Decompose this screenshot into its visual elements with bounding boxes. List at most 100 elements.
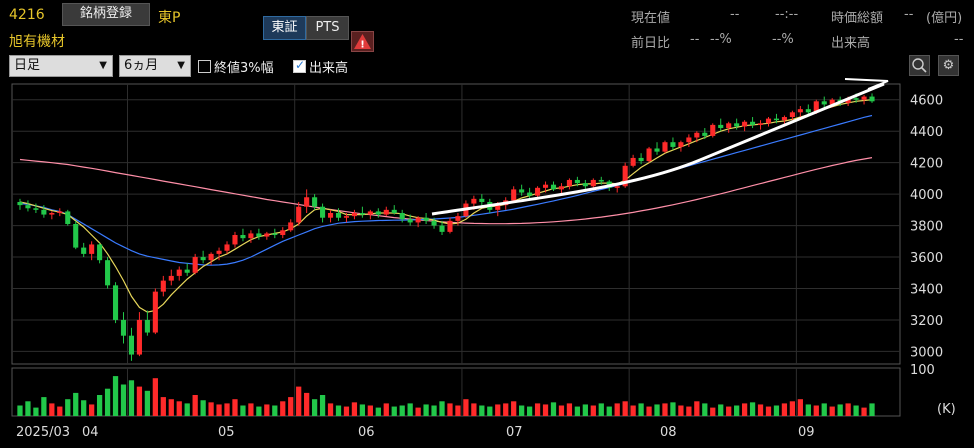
trend-arrow-head xyxy=(844,78,889,90)
volume-bar xyxy=(327,403,334,416)
candle-body xyxy=(439,225,445,232)
candle-body xyxy=(694,132,700,138)
volume-bar xyxy=(550,402,557,416)
volume-bar xyxy=(216,404,222,416)
volume-bar xyxy=(399,405,405,416)
close3-checkbox[interactable]: 終値3%幅 xyxy=(198,57,274,76)
candle-body xyxy=(184,269,190,273)
candle-body xyxy=(813,101,819,113)
candle-body xyxy=(288,222,294,231)
volume-bar xyxy=(463,399,469,416)
candle-body xyxy=(797,109,803,113)
candle-body xyxy=(853,98,859,100)
current-price-value: -- xyxy=(730,7,740,22)
volume-bar xyxy=(630,405,636,416)
volume-bar xyxy=(319,395,326,416)
volume-bar xyxy=(89,404,95,416)
candle-body xyxy=(256,233,262,237)
volume-value: -- xyxy=(954,32,964,47)
candle-body xyxy=(343,216,350,218)
volume-bar xyxy=(272,405,278,416)
current-time: --:-- xyxy=(775,7,799,22)
candle-body xyxy=(415,217,421,223)
volume-bar xyxy=(686,406,692,416)
candle-body xyxy=(383,209,389,215)
volume-bar xyxy=(757,404,764,416)
candle-body xyxy=(136,319,142,355)
candle-body xyxy=(861,96,867,100)
volume-bar xyxy=(423,404,429,416)
volume-bar xyxy=(192,395,198,416)
candle-body xyxy=(638,157,644,162)
chevron-down-icon: ▼ xyxy=(177,60,185,71)
range-select[interactable]: 6ヵ月 ▼ xyxy=(119,55,191,77)
warning-icon[interactable]: ! xyxy=(351,31,374,52)
volume-bar xyxy=(638,403,644,416)
candle-body xyxy=(216,250,222,254)
candle-body xyxy=(710,124,716,136)
candle-body xyxy=(320,206,326,218)
candle-body xyxy=(829,99,835,105)
period-type-select[interactable]: 日足 ▼ xyxy=(9,55,113,77)
volume-bar xyxy=(391,406,397,416)
candle-body xyxy=(718,124,724,129)
volume-bar xyxy=(41,397,47,416)
ma_mid-line xyxy=(19,114,873,266)
volume-bar xyxy=(598,403,604,416)
candle-body xyxy=(726,123,732,129)
candle-body xyxy=(33,208,39,210)
volume-bar xyxy=(678,405,684,416)
volume-bar xyxy=(335,405,342,416)
candle-body xyxy=(25,205,31,209)
candle-body xyxy=(192,257,198,273)
volume-bar xyxy=(57,406,63,416)
candle-body xyxy=(750,121,756,125)
volume-bar xyxy=(511,401,517,416)
y-tick-label: 4400 xyxy=(910,125,943,140)
candle-body xyxy=(112,285,119,320)
candle-body xyxy=(662,142,668,152)
volume-bar xyxy=(749,402,756,416)
volume-bar xyxy=(248,403,254,416)
candle-body xyxy=(232,235,238,245)
candle-body xyxy=(487,201,493,210)
tse-button[interactable]: 東証 xyxy=(263,16,306,40)
candle-body xyxy=(391,209,397,213)
range-value: 6ヵ月 xyxy=(124,58,159,73)
candle-body xyxy=(622,165,628,187)
volume-bar xyxy=(200,400,206,416)
volume-bar xyxy=(81,400,87,416)
candle-body xyxy=(351,212,357,217)
volume-bar xyxy=(805,404,811,416)
register-button[interactable]: 銘柄登録 xyxy=(62,3,150,26)
market-cap-value: -- xyxy=(904,7,914,22)
volume-bar xyxy=(694,401,700,416)
volume-bar xyxy=(821,403,827,416)
checkbox-box[interactable] xyxy=(198,60,211,73)
volume-bar xyxy=(710,407,716,416)
zoom-icon[interactable] xyxy=(909,55,930,76)
volume-bar xyxy=(128,380,135,416)
checkbox-box-checked[interactable] xyxy=(293,58,306,73)
volume-bar xyxy=(526,406,533,416)
candle-body xyxy=(765,118,772,124)
volume-checkbox[interactable]: 出来高 xyxy=(293,57,348,76)
volume-bar xyxy=(439,401,445,416)
stock-name: 旭有機材 xyxy=(9,34,65,50)
candle-body xyxy=(869,96,875,102)
candle-body xyxy=(845,98,851,103)
volume-panel-frame xyxy=(11,367,901,417)
volume-bar xyxy=(662,403,668,416)
candle-body xyxy=(582,183,588,187)
candle-body xyxy=(805,109,811,113)
candle-body xyxy=(144,319,150,333)
volume-bar xyxy=(574,406,581,416)
prev-change-value: -- xyxy=(690,32,700,47)
volume-unit-label: (K) xyxy=(937,402,956,417)
volume-bar xyxy=(622,401,628,416)
y-tick-label: 4600 xyxy=(910,94,943,109)
gear-icon[interactable]: ⚙ xyxy=(938,55,959,76)
candle-body xyxy=(399,212,405,220)
pts-button[interactable]: PTS xyxy=(306,16,349,40)
volume-bar xyxy=(741,403,748,416)
